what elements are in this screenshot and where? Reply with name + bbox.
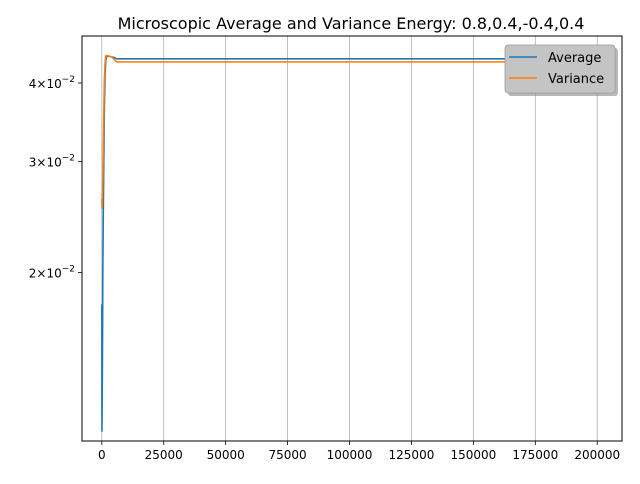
x-tick-label: 50000: [207, 448, 245, 462]
x-tick-label: 0: [98, 448, 106, 462]
x-tick-label: 200000: [574, 448, 620, 462]
x-tick-label: 25000: [145, 448, 183, 462]
y-tick-label: 3×10−2: [29, 154, 75, 170]
x-axis: 0 25000 50000 75000 100000 125000 150000 175000…: [98, 441, 620, 462]
x-tick-label: 175000: [512, 448, 558, 462]
series-line-variance: [101, 54, 598, 210]
legend: Average Variance: [504, 44, 618, 96]
x-tick-label: 100000: [327, 448, 373, 462]
x-tick-label: 125000: [389, 448, 435, 462]
y-axis: 2×10−2 3×10−2 4×10−2: [29, 75, 82, 281]
y-tick-label: 2×10−2: [29, 265, 75, 281]
x-tick-label: 150000: [450, 448, 496, 462]
legend-label: Variance: [548, 72, 604, 87]
y-tick-label: 4×10−2: [29, 75, 75, 91]
axes-frame: [81, 35, 623, 442]
chart-title: Microscopic Average and Variance Energy:…: [118, 14, 585, 33]
grid: [101, 36, 598, 441]
x-tick-label: 75000: [269, 448, 307, 462]
legend-label: Average: [548, 51, 601, 66]
plot-area: [101, 54, 598, 432]
